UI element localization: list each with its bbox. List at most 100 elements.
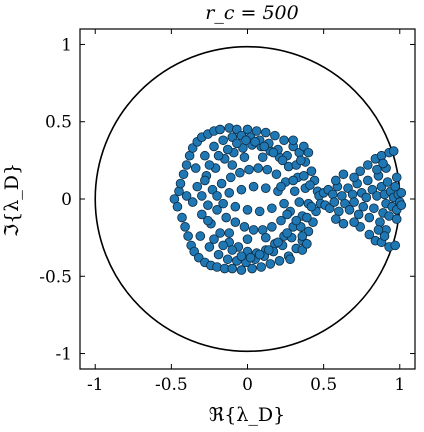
y-tick-label: -1: [55, 345, 72, 365]
data-point: [216, 178, 227, 189]
data-point: [260, 127, 271, 138]
data-point: [344, 205, 355, 215]
chart-title: r_c = 500: [205, 2, 299, 24]
data-point: [248, 225, 259, 235]
data-point: [250, 137, 260, 147]
data-point: [203, 215, 213, 226]
data-point: [260, 183, 271, 193]
data-point: [369, 203, 379, 214]
data-point: [190, 163, 201, 173]
data-point: [279, 198, 289, 209]
axis-ticks: [80, 29, 415, 369]
data-point: [282, 228, 292, 238]
data-point: [391, 214, 402, 224]
data-point: [295, 155, 306, 166]
data-point: [274, 256, 285, 266]
data-point: [276, 181, 286, 192]
data-point: [388, 146, 399, 156]
data-point: [349, 197, 359, 207]
data-point: [239, 152, 250, 163]
data-point: [294, 197, 305, 207]
data-point: [256, 262, 267, 272]
data-point: [209, 234, 219, 244]
data-point: [265, 259, 276, 269]
data-point: [338, 218, 349, 229]
x-tick-label: -0.5: [155, 375, 188, 395]
data-point: [259, 141, 270, 152]
data-point: [224, 188, 235, 198]
data-point: [242, 205, 253, 215]
data-point: [225, 172, 236, 183]
data-point: [213, 249, 224, 260]
data-point: [267, 222, 277, 232]
data-point: [239, 222, 250, 232]
data-point: [373, 225, 384, 235]
data-point: [181, 160, 192, 170]
data-point: [390, 240, 401, 251]
data-point: [273, 237, 283, 248]
data-point: [289, 186, 300, 197]
data-point: [297, 231, 308, 241]
data-point: [204, 242, 215, 252]
data-point: [251, 126, 262, 136]
y-axis-label: ℑ{λ_D}: [1, 163, 23, 237]
data-point: [175, 178, 186, 189]
y-tick-label: 0: [61, 190, 72, 210]
data-point: [396, 200, 407, 210]
data-point: [230, 217, 241, 227]
data-point: [372, 164, 382, 175]
data-point: [362, 175, 373, 186]
data-point: [285, 254, 295, 265]
data-point: [329, 197, 340, 207]
data-point: [303, 147, 314, 158]
y-tick-label: 1: [61, 35, 72, 55]
data-point: [358, 201, 369, 212]
data-point: [375, 217, 385, 227]
data-point: [227, 160, 238, 170]
data-point: [245, 252, 256, 263]
data-point: [172, 201, 183, 212]
data-point: [257, 152, 268, 163]
data-point: [180, 222, 190, 232]
data-point: [379, 231, 390, 241]
data-point: [264, 245, 274, 255]
data-point: [215, 124, 225, 135]
data-point: [236, 265, 247, 275]
data-point: [222, 144, 233, 155]
data-point: [353, 209, 364, 220]
data-point: [271, 169, 282, 180]
x-tick-label: 0: [242, 375, 253, 395]
data-point: [235, 167, 245, 178]
data-point: [253, 163, 263, 173]
data-point: [236, 184, 247, 195]
data-point: [260, 232, 271, 243]
y-tick-label: -0.5: [39, 267, 72, 287]
data-point: [327, 189, 338, 200]
data-point: [227, 245, 238, 255]
data-point: [230, 201, 241, 212]
data-point: [248, 181, 259, 192]
data-point: [305, 180, 315, 190]
data-point: [364, 229, 375, 240]
data-point: [218, 198, 228, 209]
data-point: [197, 191, 207, 201]
data-point: [181, 191, 192, 201]
data-point: [213, 150, 224, 161]
data-point: [177, 212, 187, 223]
data-point: [268, 147, 279, 158]
data-point: [218, 240, 228, 251]
data-point: [254, 206, 265, 217]
data-point: [254, 249, 265, 260]
data-point: [178, 169, 189, 180]
data-point: [222, 254, 233, 265]
y-tick-label: 0.5: [45, 113, 72, 133]
data-point: [378, 158, 388, 169]
data-point: [247, 263, 257, 274]
data-point: [382, 177, 393, 187]
data-point: [299, 171, 309, 181]
data-point: [276, 215, 286, 226]
data-point: [277, 155, 288, 166]
data-point: [232, 138, 242, 149]
data-point: [212, 205, 222, 215]
data-point: [349, 172, 359, 183]
